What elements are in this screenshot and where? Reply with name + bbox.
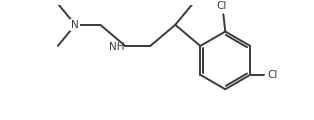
- Text: Cl: Cl: [268, 70, 278, 80]
- Text: N: N: [71, 20, 79, 30]
- Text: Cl: Cl: [216, 1, 227, 11]
- Text: NH: NH: [109, 42, 124, 52]
